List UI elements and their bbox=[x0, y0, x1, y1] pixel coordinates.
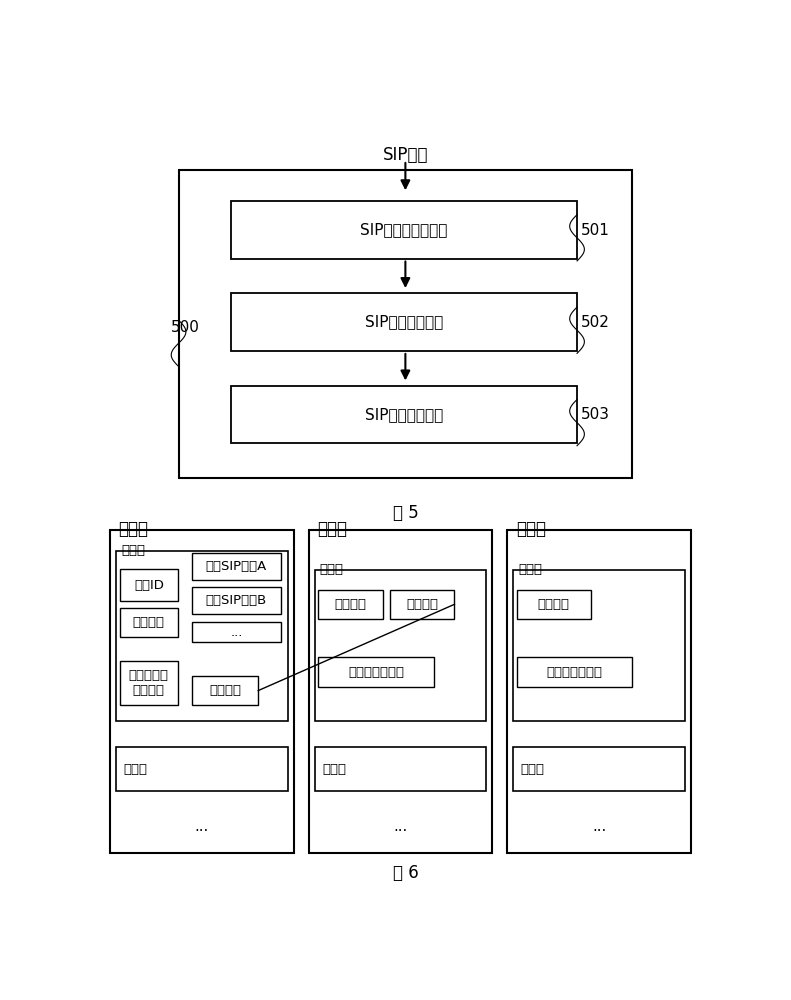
Bar bbox=[119, 608, 178, 637]
Bar bbox=[308, 530, 493, 853]
Text: ...: ... bbox=[393, 819, 407, 834]
Text: 图 6: 图 6 bbox=[392, 864, 418, 882]
Bar bbox=[119, 569, 178, 601]
Text: 对话状态: 对话状态 bbox=[538, 598, 570, 611]
Text: 事务一: 事务一 bbox=[121, 544, 145, 557]
Text: 事务ID: 事务ID bbox=[134, 579, 164, 592]
Text: 501: 501 bbox=[581, 223, 610, 238]
Text: SIP消息分配单元: SIP消息分配单元 bbox=[365, 315, 443, 330]
Text: SIP消息: SIP消息 bbox=[383, 146, 428, 164]
Text: 用户定义的
其他信息: 用户定义的 其他信息 bbox=[129, 669, 168, 697]
Bar bbox=[318, 657, 433, 687]
Bar bbox=[231, 386, 577, 443]
Bar bbox=[110, 530, 293, 853]
Bar bbox=[513, 747, 685, 791]
Bar bbox=[192, 587, 281, 614]
Text: SIP消息处理单元: SIP消息处理单元 bbox=[365, 407, 443, 422]
Text: 503: 503 bbox=[581, 407, 611, 422]
Text: 会话一: 会话一 bbox=[320, 563, 343, 576]
Text: 相关SIP消息A: 相关SIP消息A bbox=[206, 560, 267, 573]
Text: 会话状态: 会话状态 bbox=[335, 598, 366, 611]
Bar bbox=[192, 676, 259, 705]
Bar bbox=[231, 293, 577, 351]
Bar bbox=[517, 657, 632, 687]
Text: 会话二: 会话二 bbox=[322, 763, 346, 776]
Text: 对话二: 对话二 bbox=[520, 763, 545, 776]
Text: 500: 500 bbox=[171, 320, 200, 335]
Bar bbox=[192, 622, 281, 642]
Bar bbox=[119, 661, 178, 705]
Bar bbox=[179, 170, 632, 478]
Text: 用户定义的信息: 用户定义的信息 bbox=[348, 666, 404, 679]
Text: 事务二: 事务二 bbox=[123, 763, 147, 776]
Text: 对话表: 对话表 bbox=[516, 520, 546, 538]
Text: 关联对话: 关联对话 bbox=[407, 598, 438, 611]
Text: 关联会话: 关联会话 bbox=[209, 684, 241, 697]
Text: 相关SIP消息B: 相关SIP消息B bbox=[206, 594, 267, 607]
Text: ...: ... bbox=[592, 819, 606, 834]
Text: ...: ... bbox=[230, 626, 243, 639]
Bar bbox=[517, 590, 591, 619]
Bar bbox=[390, 590, 454, 619]
Bar bbox=[315, 570, 486, 721]
Text: 图 5: 图 5 bbox=[392, 504, 418, 522]
Text: SIP消息预解析单元: SIP消息预解析单元 bbox=[360, 222, 448, 237]
Text: 502: 502 bbox=[581, 315, 610, 330]
Bar bbox=[231, 201, 577, 259]
Text: 用户定义的信息: 用户定义的信息 bbox=[547, 666, 603, 679]
Text: 对话一: 对话一 bbox=[518, 563, 542, 576]
Bar bbox=[318, 590, 383, 619]
Text: 事务表: 事务表 bbox=[119, 520, 149, 538]
Bar bbox=[513, 570, 685, 721]
Bar bbox=[315, 747, 486, 791]
Bar bbox=[116, 551, 288, 721]
Bar bbox=[116, 747, 288, 791]
Bar bbox=[192, 553, 281, 580]
Bar bbox=[507, 530, 691, 853]
Text: 事务状态: 事务状态 bbox=[133, 616, 165, 629]
Text: 会话表: 会话表 bbox=[317, 520, 347, 538]
Text: ...: ... bbox=[195, 819, 209, 834]
